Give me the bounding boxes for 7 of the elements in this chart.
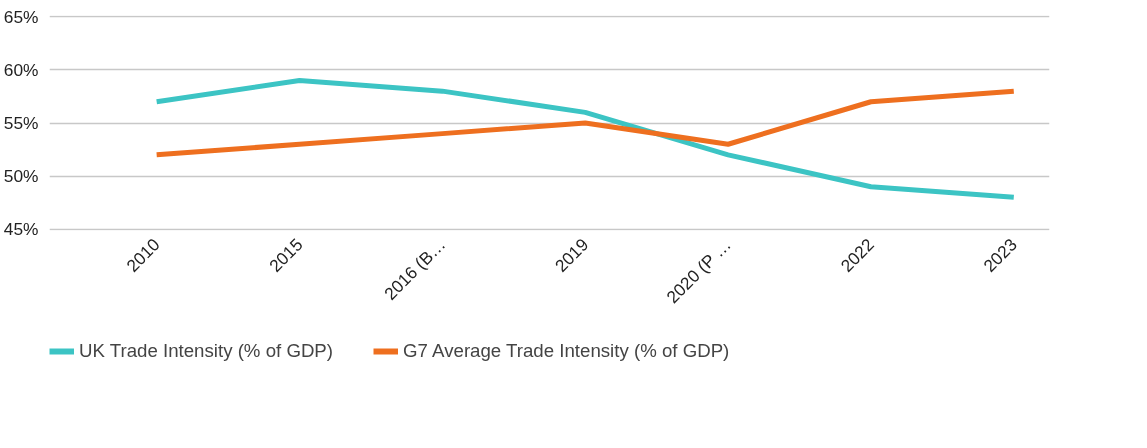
legend-label: G7 Average Trade Intensity (% of GDP): [403, 340, 730, 362]
y-tick-label: 45%: [3, 219, 39, 240]
y-tick-label: 60%: [3, 59, 39, 80]
legend-label: UK Trade Intensity (% of GDP): [79, 340, 334, 362]
y-tick-label: 65%: [3, 6, 39, 27]
y-tick-label: 55%: [3, 113, 39, 133]
y-tick-label: 50%: [3, 166, 39, 187]
